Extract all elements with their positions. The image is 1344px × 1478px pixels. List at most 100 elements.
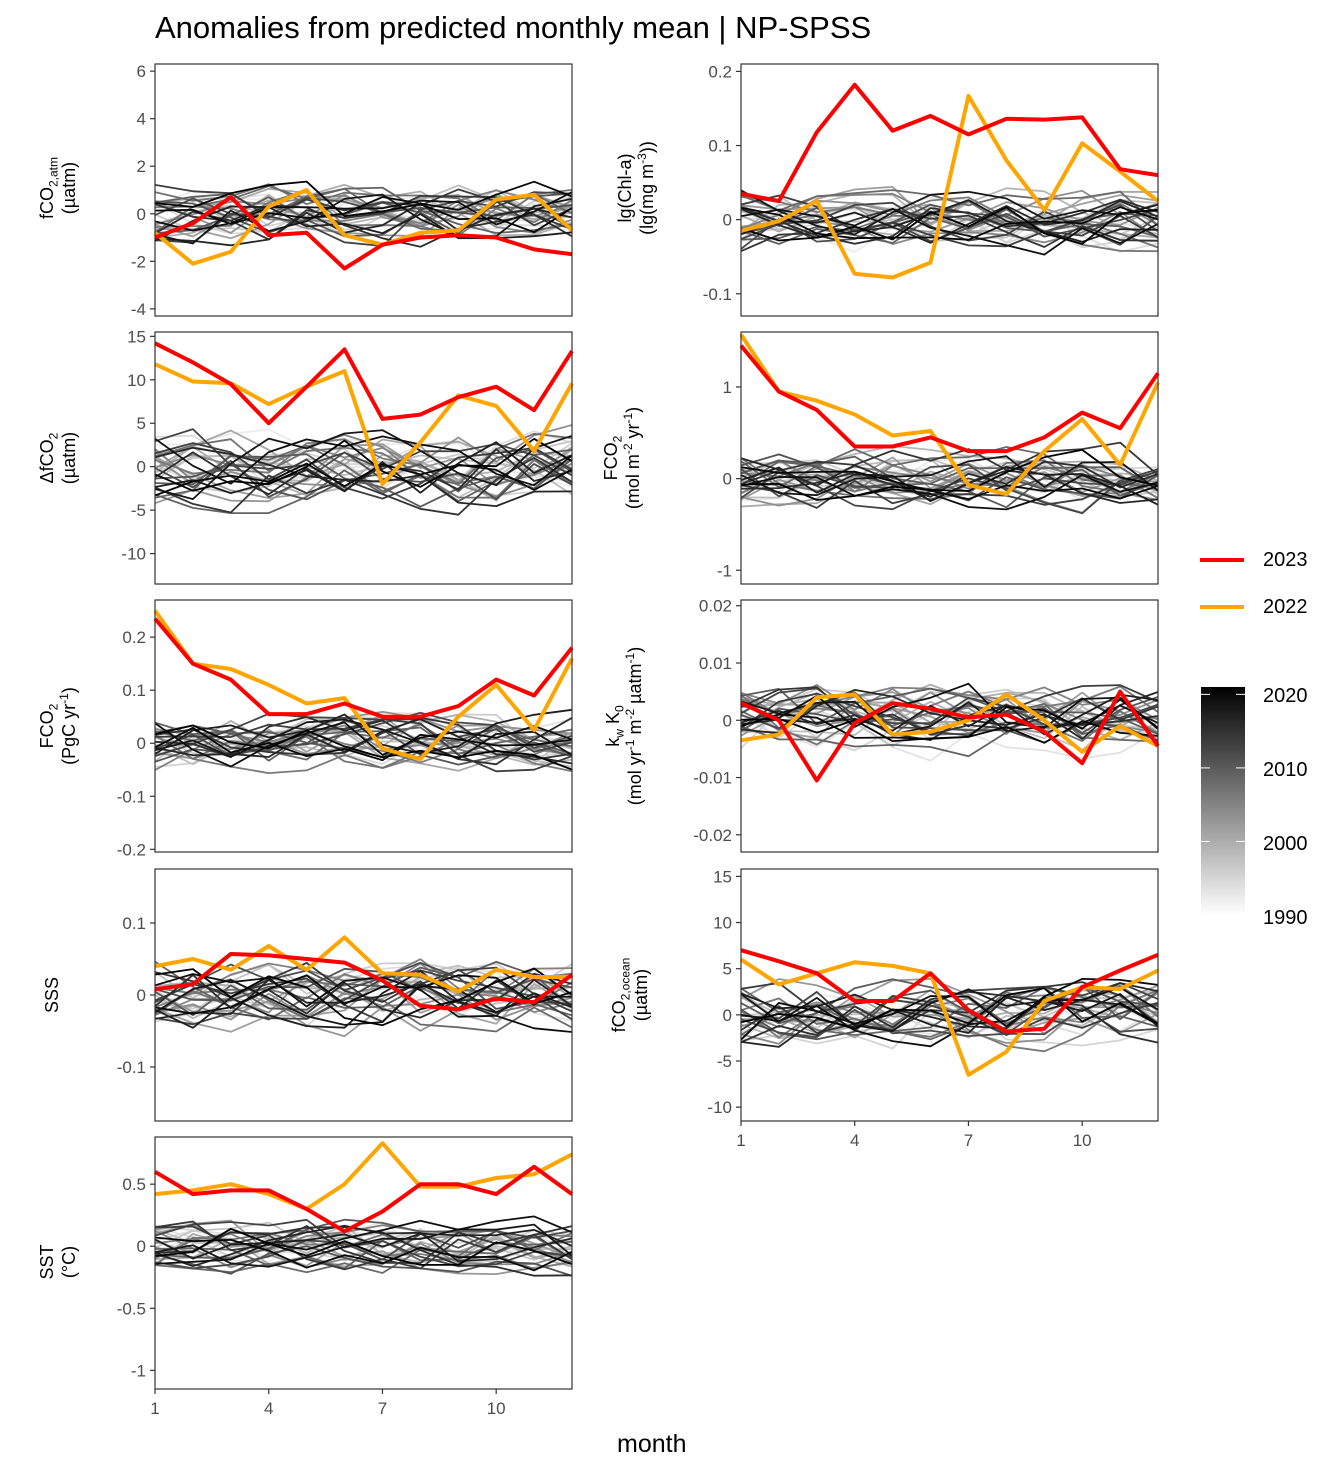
- ylabel-fco2-pgc: FCO2 (PgC yr-1): [37, 687, 79, 765]
- series-line-2023: [740, 948, 1159, 1034]
- year-line-2016: [154, 1224, 573, 1268]
- year-line-2019: [154, 973, 573, 1033]
- x-tick-label: 10: [1073, 1131, 1092, 1150]
- series-line-2023: [740, 689, 1160, 783]
- series-line-2023: [154, 341, 574, 426]
- series-line-2022: [153, 188, 574, 266]
- panel-frame: [740, 331, 1159, 585]
- year-line-2013: [154, 184, 573, 227]
- year-line-2011: [740, 1007, 1159, 1039]
- series-line-2022: [154, 1141, 573, 1211]
- year-line-2019: [740, 207, 1159, 256]
- year-line-2005: [154, 189, 573, 237]
- y-tick-label: 0.01: [699, 654, 732, 673]
- x-axis-title: month: [617, 1430, 687, 1458]
- year-line-2007: [740, 189, 1159, 227]
- year-line-2020: [740, 206, 1159, 241]
- y-tick-label: 0.1: [122, 914, 146, 933]
- panel-kw-k0: 0.02 0.01 0 -0.01 -0.02: [693, 597, 1160, 853]
- y-tick-label: 10: [713, 914, 732, 933]
- y-tick-label: -1: [717, 561, 732, 580]
- y-tick-label: 1: [723, 378, 732, 397]
- panel-frame: [154, 331, 573, 585]
- panel-frame: [154, 599, 573, 853]
- year-line-2021: [154, 180, 573, 234]
- year-line-2013: [154, 442, 573, 500]
- panel-chl: 0.2 0.1 0 -0.1: [703, 62, 1160, 317]
- y-tick-label: 0: [723, 470, 732, 489]
- year-line-1991: [740, 693, 1159, 762]
- y-tick-label: -5: [717, 1052, 732, 1071]
- y-tick-label: -0.1: [117, 787, 146, 806]
- series-line-2023: [154, 952, 574, 1012]
- year-line-2017: [740, 465, 1159, 506]
- x-tick-label: 7: [964, 1131, 973, 1150]
- x-tick-label: 1: [736, 1131, 745, 1150]
- year-line-2016: [740, 200, 1159, 244]
- ylabel-fco2-flux: FCO2 (mol m-2 yr-1): [601, 406, 643, 510]
- series-line-2023: [153, 1164, 574, 1234]
- y-tick-label: 15: [713, 867, 732, 886]
- year-line-2021: [154, 724, 573, 771]
- year-line-2020: [154, 462, 573, 497]
- year-line-2018: [740, 455, 1159, 497]
- y-tick-label: 2: [137, 157, 146, 176]
- year-line-2020: [740, 978, 1159, 1041]
- year-line-2019: [740, 986, 1159, 1048]
- y-tick-label: 0: [137, 205, 146, 224]
- ylabel-fco2-atm: fCO2,atm (µatm): [37, 156, 79, 220]
- year-line-2011: [154, 1230, 573, 1270]
- y-tick-label: 0: [137, 458, 146, 477]
- year-line-2017: [154, 1229, 573, 1260]
- year-line-2019: [154, 721, 573, 768]
- panel-frame: [740, 599, 1159, 853]
- year-line-2007: [740, 703, 1159, 743]
- panel-fco2-ocean: 15 10 5 0 -5 -101 4 7 10: [707, 867, 1159, 1150]
- y-tick-label: -1: [131, 1361, 146, 1380]
- y-tick-label: -0.2: [117, 840, 146, 859]
- y-tick-label: 0.2: [122, 628, 146, 647]
- year-line-2020: [154, 726, 573, 762]
- year-line-2021: [154, 437, 573, 492]
- x-tick-label: 4: [264, 1399, 273, 1418]
- year-line-2019: [740, 682, 1159, 730]
- y-tick-label: 0.5: [122, 1175, 146, 1194]
- panel-sst: 0.5 0 -0.5 -11 4 7 10: [117, 1136, 574, 1418]
- x-tick-label: 4: [850, 1131, 859, 1150]
- y-tick-label: -0.02: [693, 826, 732, 845]
- year-line-2019: [154, 435, 573, 487]
- year-line-2005: [154, 734, 573, 774]
- year-line-2021: [154, 967, 573, 1027]
- year-line-2016: [154, 446, 573, 508]
- y-tick-label: -10: [707, 1098, 732, 1117]
- y-tick-label: 0.02: [699, 597, 732, 616]
- year-line-2019: [154, 1215, 573, 1265]
- x-tick-label: 1: [150, 1399, 159, 1418]
- panel-fco2-atm: 6 4 2 0 -2 -4: [131, 62, 574, 319]
- year-line-2012: [154, 969, 573, 1026]
- year-line-2012: [154, 1218, 573, 1268]
- year-line-2013: [740, 684, 1159, 737]
- panel-fco2-pgc: 0.2 0.1 0 -0.1 -0.2: [117, 599, 574, 859]
- background-year-lines: [740, 441, 1159, 515]
- ylabel-sst: SST (°C): [37, 1244, 79, 1280]
- x-tick-label: 10: [487, 1399, 506, 1418]
- year-line-2013: [154, 1225, 573, 1271]
- y-tick-label: -0.1: [703, 285, 732, 304]
- colorbar: [1201, 687, 1245, 915]
- year-line-2019: [740, 473, 1159, 511]
- year-line-2020: [154, 1236, 573, 1272]
- background-year-lines: [154, 708, 573, 774]
- y-tick-label: 0.2: [708, 62, 732, 81]
- panel-sss: 0.1 0 -0.1: [117, 868, 574, 1122]
- year-line-2019: [154, 191, 573, 232]
- colorbar-label-2000: 2000: [1263, 833, 1308, 855]
- year-line-2009: [740, 687, 1159, 735]
- year-line-2002: [154, 710, 573, 760]
- y-tick-label: 0: [723, 1006, 732, 1025]
- year-line-1998: [154, 714, 573, 752]
- ylabel-dfco2: ΔfCO2 (µatm): [37, 431, 79, 485]
- y-tick-label: 0: [137, 1237, 146, 1256]
- year-line-2009: [154, 960, 573, 1017]
